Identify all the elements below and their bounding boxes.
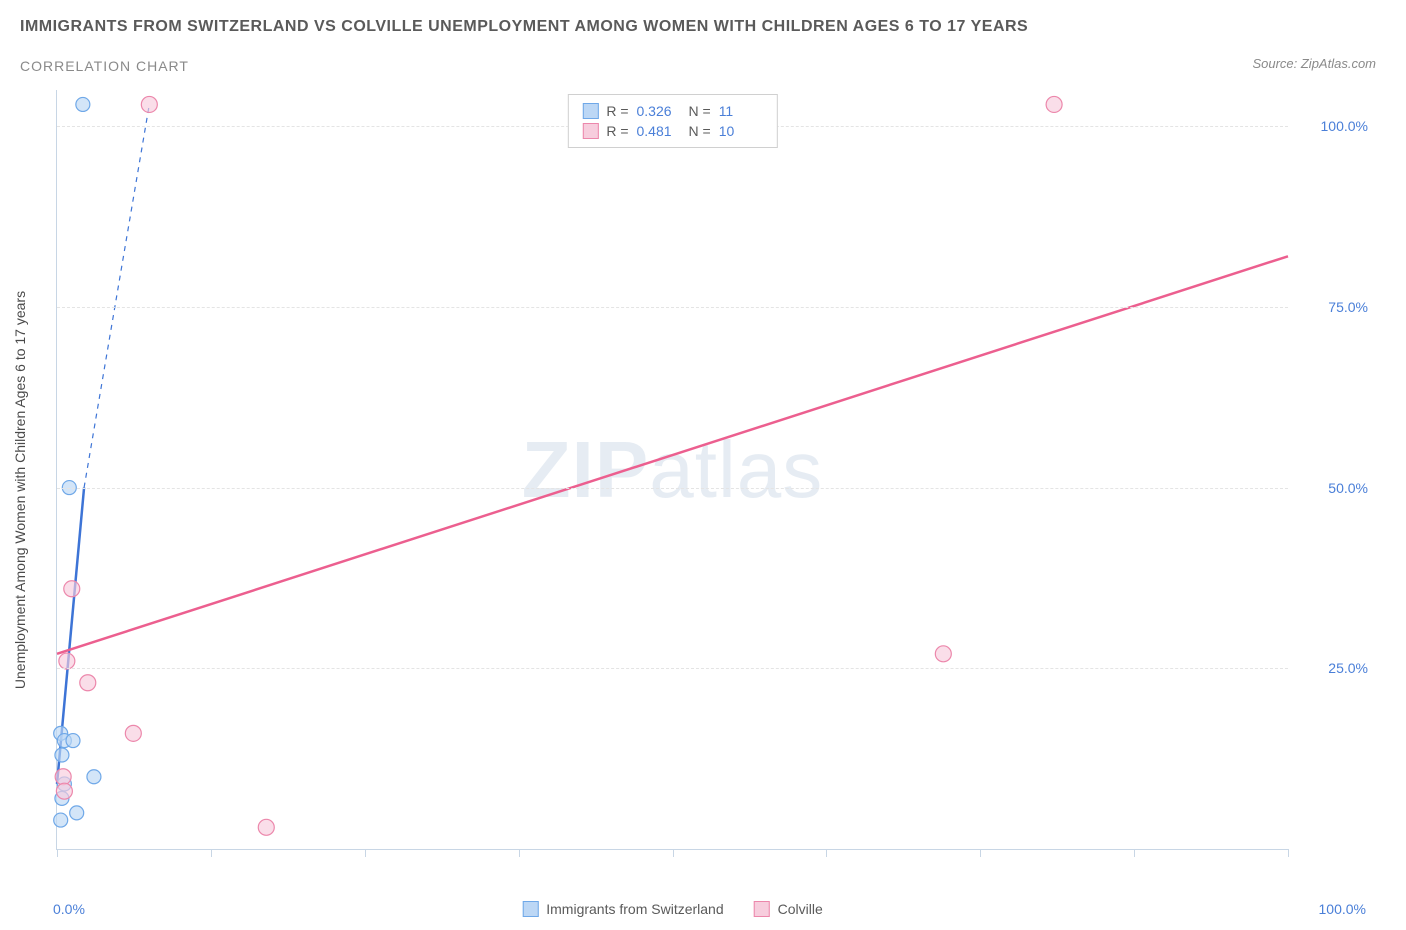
data-point: [141, 96, 157, 112]
x-tick: [826, 849, 827, 857]
x-tick: [365, 849, 366, 857]
x-tick-label: 0.0%: [53, 901, 85, 917]
legend-r-value: 0.326: [637, 103, 681, 119]
legend-row: R = 0.326 N = 11: [582, 101, 762, 121]
legend-row: R = 0.481 N = 10: [582, 121, 762, 141]
y-tick-label: 75.0%: [1298, 299, 1368, 315]
y-tick-label: 25.0%: [1298, 660, 1368, 676]
gridline-horizontal: [57, 307, 1288, 308]
x-tick: [673, 849, 674, 857]
data-point: [76, 97, 90, 111]
plot-region: ZIPatlas R =0.326N =11R =0.481N =10 Immi…: [56, 90, 1288, 850]
x-tick-label: 100.0%: [1319, 901, 1366, 917]
data-point: [258, 819, 274, 835]
x-tick: [1134, 849, 1135, 857]
data-point: [935, 646, 951, 662]
legend-label: Immigrants from Switzerland: [546, 901, 723, 917]
data-point: [1046, 96, 1062, 112]
legend-correlation: R = 0.326 N = 11 R = 0.481 N = 10: [567, 94, 777, 148]
trend-line-dashed: [84, 104, 149, 487]
legend-n-value: 10: [719, 123, 763, 139]
source-attribution: Source: ZipAtlas.com: [1252, 56, 1376, 71]
legend-item: Colville: [754, 901, 823, 917]
x-tick: [980, 849, 981, 857]
data-point: [70, 806, 84, 820]
data-point: [55, 769, 71, 785]
data-point: [64, 581, 80, 597]
gridline-horizontal: [57, 668, 1288, 669]
data-point: [59, 653, 75, 669]
data-point: [54, 813, 68, 827]
chart-title: IMMIGRANTS FROM SWITZERLAND VS COLVILLE …: [20, 18, 1028, 36]
legend-r-label: R =: [606, 123, 628, 139]
y-axis-label: Unemployment Among Women with Children A…: [12, 291, 28, 689]
trend-line: [57, 256, 1288, 654]
data-point: [55, 748, 69, 762]
x-tick: [519, 849, 520, 857]
chart-area: Unemployment Among Women with Children A…: [48, 90, 1378, 890]
legend-swatch: [754, 901, 770, 917]
legend-n-label: N =: [689, 123, 711, 139]
data-point: [87, 770, 101, 784]
legend-series: Immigrants from Switzerland Colville: [522, 901, 823, 917]
x-tick: [1288, 849, 1289, 857]
data-point: [66, 734, 80, 748]
legend-item: Immigrants from Switzerland: [522, 901, 723, 917]
legend-label: Colville: [778, 901, 823, 917]
y-tick-label: 50.0%: [1298, 480, 1368, 496]
y-tick-label: 100.0%: [1298, 118, 1368, 134]
legend-n-value: 11: [719, 103, 763, 119]
gridline-horizontal: [57, 488, 1288, 489]
data-point: [80, 675, 96, 691]
data-point: [56, 783, 72, 799]
data-point: [125, 725, 141, 741]
scatter-svg: [57, 90, 1288, 849]
legend-n-label: N =: [689, 103, 711, 119]
legend-swatch: [522, 901, 538, 917]
legend-swatch: [582, 103, 598, 119]
x-tick: [211, 849, 212, 857]
legend-r-label: R =: [606, 103, 628, 119]
x-tick: [57, 849, 58, 857]
legend-r-value: 0.481: [637, 123, 681, 139]
legend-swatch: [582, 123, 598, 139]
chart-subtitle: CORRELATION CHART: [20, 58, 189, 74]
